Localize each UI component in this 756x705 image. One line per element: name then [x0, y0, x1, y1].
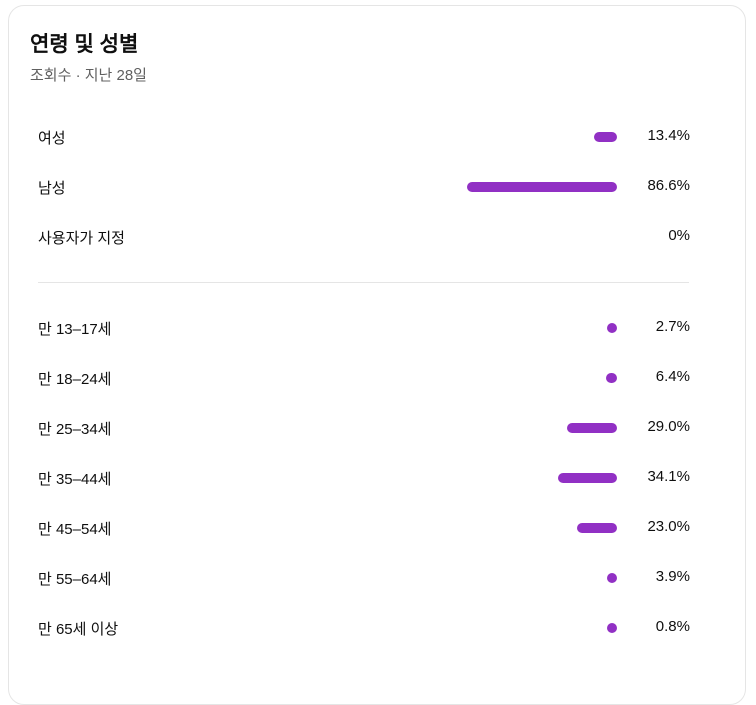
row-value: 29.0%	[647, 418, 690, 435]
age-row: 만 55–64세 3.9%	[38, 566, 690, 590]
age-row: 만 65세 이상 0.8%	[38, 616, 690, 640]
row-label: 만 65세 이상	[38, 621, 119, 638]
card-subtitle: 조회수 · 지난 28일	[30, 67, 147, 84]
gender-row: 남성 86.6%	[38, 175, 690, 199]
row-label: 사용자가 지정	[38, 230, 125, 247]
row-label: 남성	[38, 180, 66, 197]
percent-bar	[467, 182, 617, 192]
row-value: 3.9%	[655, 568, 690, 585]
row-value: 86.6%	[647, 177, 690, 194]
percent-bar	[607, 323, 617, 333]
row-value: 0%	[668, 227, 690, 244]
percent-bar	[605, 373, 617, 383]
row-value: 23.0%	[647, 518, 690, 535]
row-value: 34.1%	[647, 468, 690, 485]
row-label: 만 35–44세	[38, 471, 112, 488]
row-value: 13.4%	[647, 127, 690, 144]
row-label: 만 45–54세	[38, 521, 112, 538]
card-title: 연령 및 성별	[30, 33, 139, 56]
row-value: 0.8%	[655, 618, 690, 635]
age-gender-card	[8, 5, 746, 705]
row-label: 만 25–34세	[38, 421, 112, 438]
gender-row: 여성 13.4%	[38, 125, 690, 149]
row-label: 만 18–24세	[38, 371, 112, 388]
age-row: 만 13–17세 2.7%	[38, 316, 690, 340]
age-row: 만 45–54세 23.0%	[38, 516, 690, 540]
percent-bar	[558, 473, 617, 483]
row-label: 여성	[38, 130, 66, 147]
row-value: 6.4%	[655, 368, 690, 385]
gender-row: 사용자가 지정 0%	[38, 225, 690, 249]
age-row: 만 35–44세 34.1%	[38, 466, 690, 490]
row-label: 만 13–17세	[38, 321, 112, 338]
row-label: 만 55–64세	[38, 571, 112, 588]
percent-bar	[607, 573, 617, 583]
age-row: 만 18–24세 6.4%	[38, 366, 690, 390]
percent-bar	[577, 523, 617, 533]
age-row: 만 25–34세 29.0%	[38, 416, 690, 440]
row-value: 2.7%	[655, 318, 690, 335]
percent-bar	[593, 132, 617, 142]
percent-bar	[607, 623, 617, 633]
divider	[38, 282, 689, 283]
percent-bar	[566, 423, 617, 433]
